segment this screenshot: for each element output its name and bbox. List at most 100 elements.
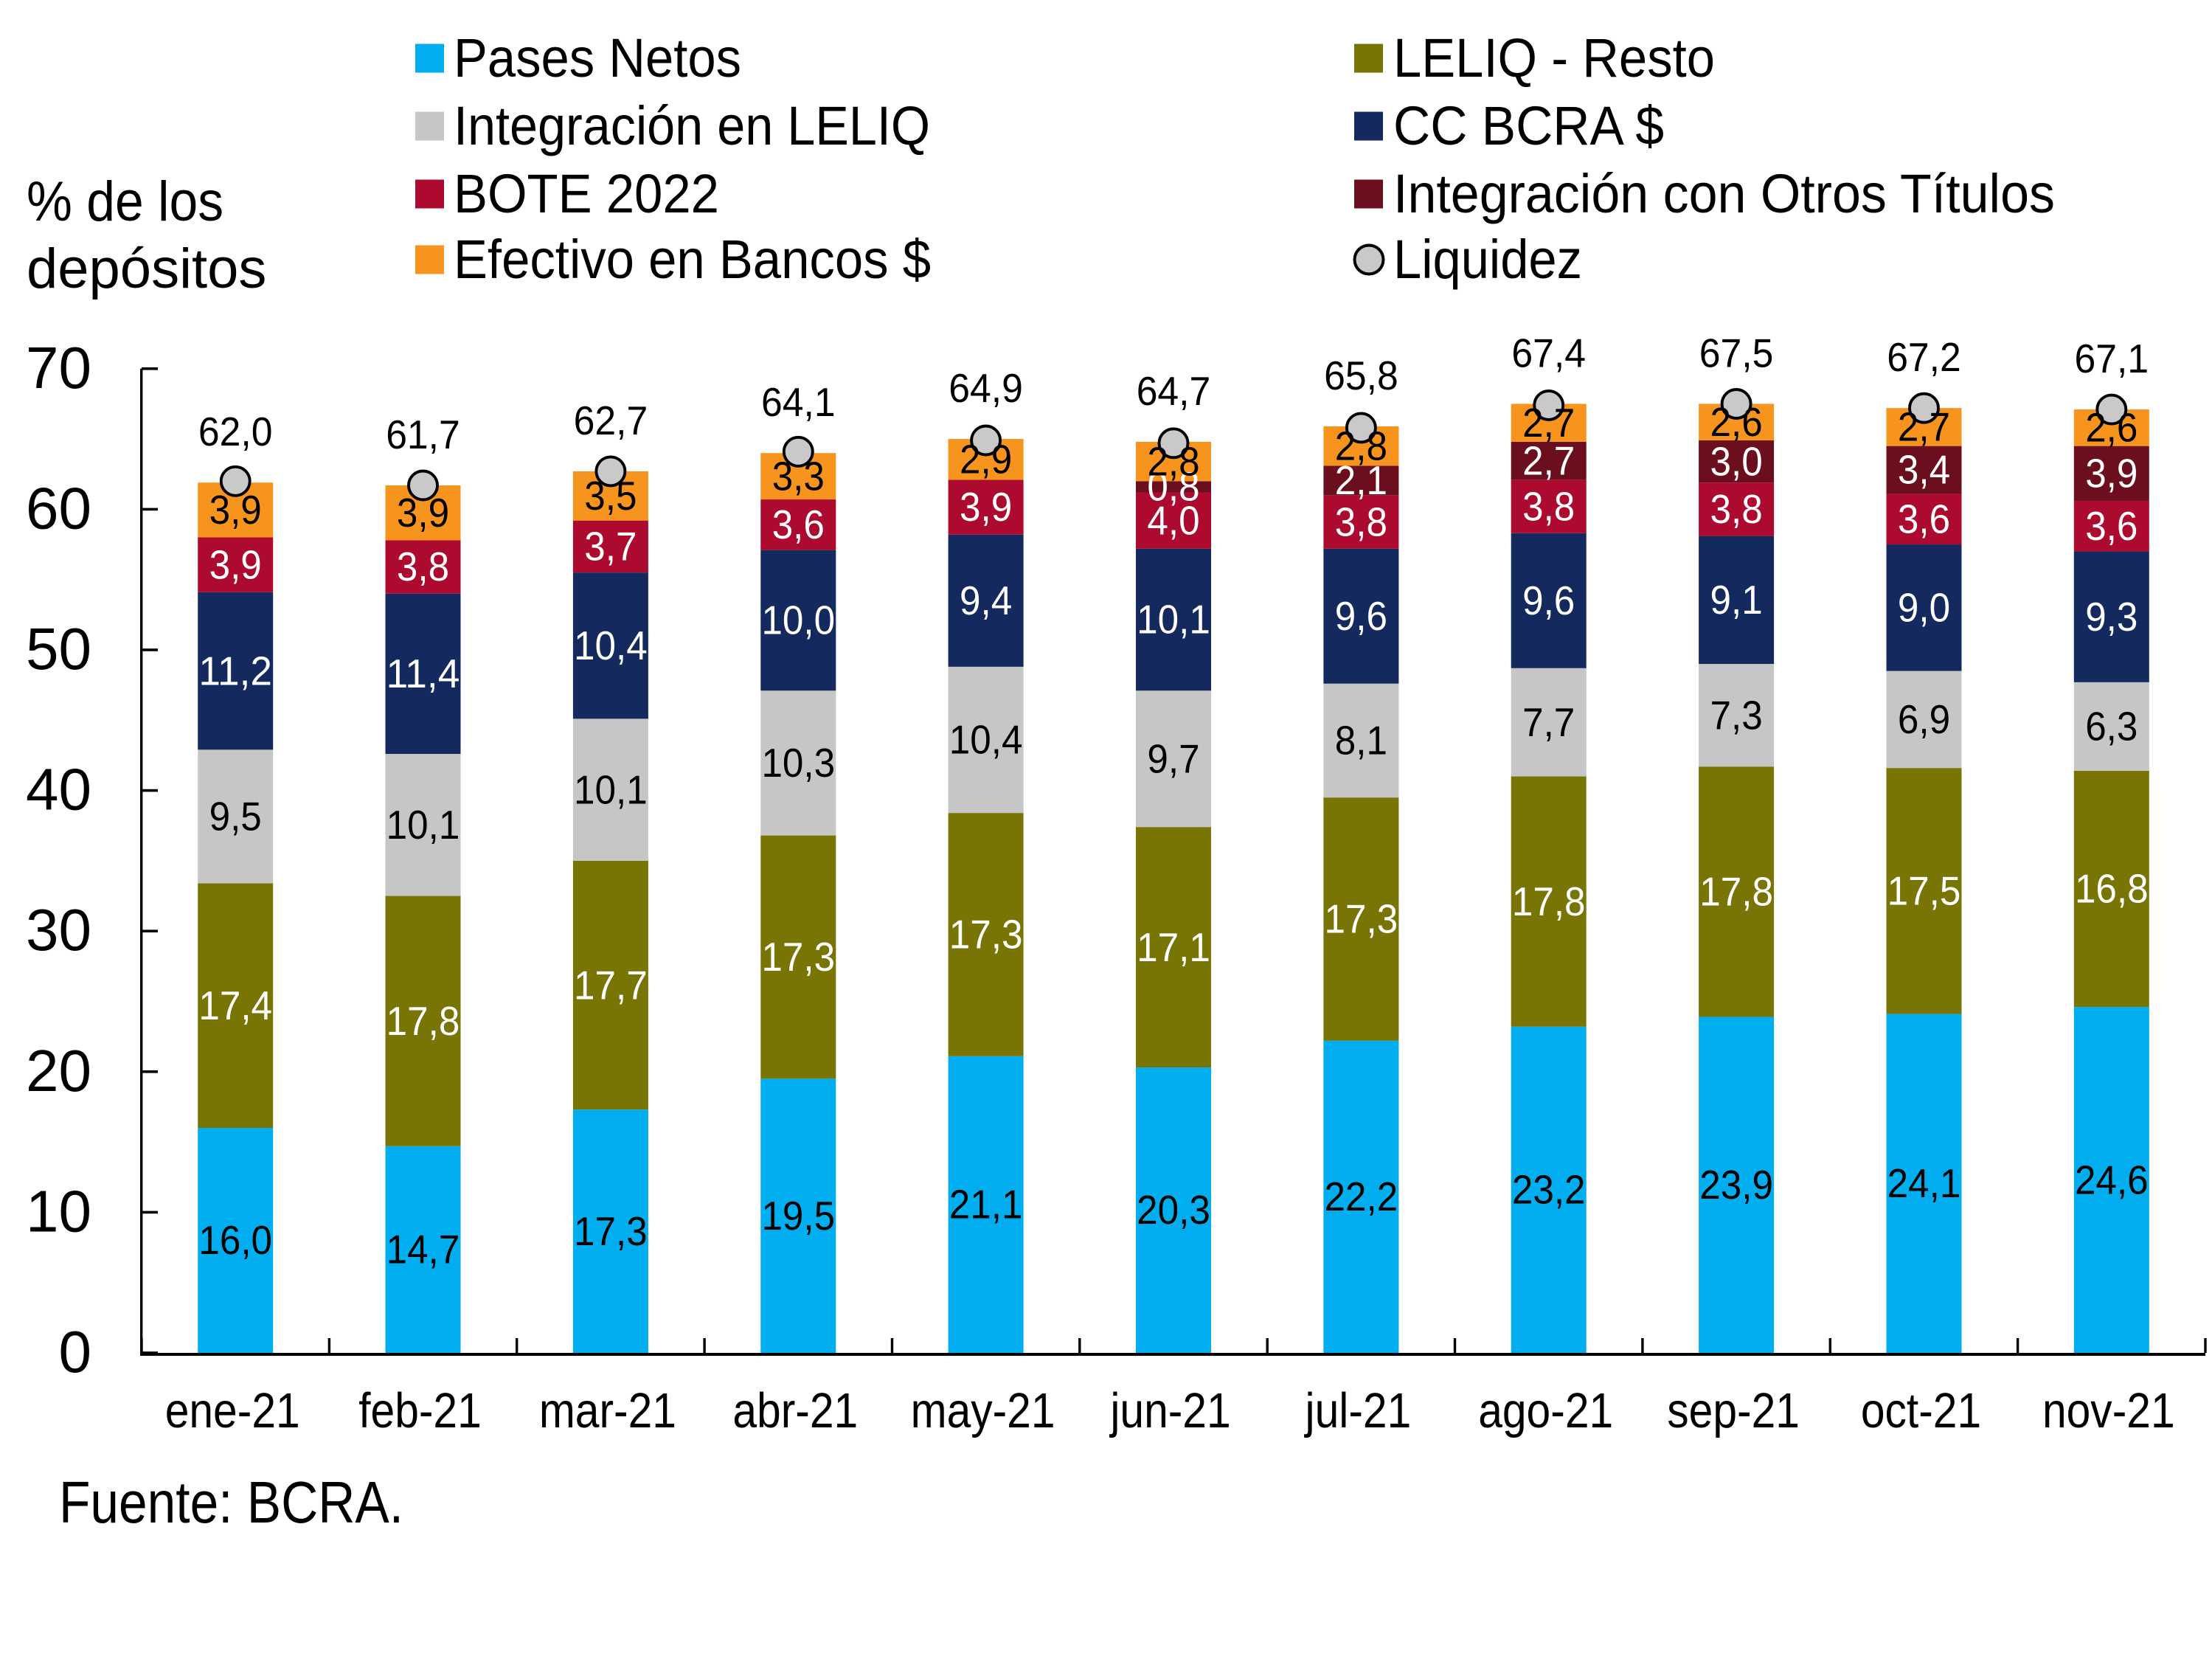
svg-text:17,7: 17,7 <box>574 963 648 1008</box>
svg-text:9,5: 9,5 <box>209 794 262 839</box>
svg-text:2,7: 2,7 <box>1898 405 1950 450</box>
svg-text:64,7: 64,7 <box>1137 368 1211 414</box>
svg-text:17,8: 17,8 <box>1512 879 1586 924</box>
svg-text:14,7: 14,7 <box>386 1227 460 1272</box>
svg-text:9,7: 9,7 <box>1147 736 1199 781</box>
svg-text:62,0: 62,0 <box>198 409 273 454</box>
svg-text:60: 60 <box>26 475 91 541</box>
svg-text:2,7: 2,7 <box>1522 438 1575 483</box>
svg-text:62,7: 62,7 <box>574 398 648 443</box>
svg-text:mar-21: mar-21 <box>539 1383 676 1438</box>
svg-text:9,3: 9,3 <box>2085 595 2138 640</box>
svg-text:sep-21: sep-21 <box>1667 1383 1800 1438</box>
svg-text:10,1: 10,1 <box>386 803 460 848</box>
svg-text:67,5: 67,5 <box>1699 330 1774 376</box>
svg-text:9,6: 9,6 <box>1335 594 1387 639</box>
svg-text:% de los: % de los <box>27 170 223 233</box>
svg-text:24,6: 24,6 <box>2075 1157 2149 1202</box>
svg-text:20,3: 20,3 <box>1137 1188 1210 1233</box>
svg-text:3,4: 3,4 <box>1898 448 1950 493</box>
svg-text:17,3: 17,3 <box>1325 897 1398 942</box>
svg-text:3,6: 3,6 <box>772 502 825 547</box>
svg-text:3,6: 3,6 <box>2085 504 2138 549</box>
svg-text:40: 40 <box>26 757 91 822</box>
svg-text:Integración con Otros Títulos: Integración con Otros Títulos <box>1393 163 2055 224</box>
svg-text:7,7: 7,7 <box>1522 700 1575 745</box>
svg-text:17,8: 17,8 <box>386 999 460 1044</box>
svg-text:17,3: 17,3 <box>761 935 835 980</box>
svg-text:LELIQ - Resto: LELIQ - Resto <box>1393 27 1715 89</box>
svg-text:50: 50 <box>26 616 91 682</box>
svg-text:11,2: 11,2 <box>198 648 272 693</box>
svg-text:Integración en LELIQ: Integración en LELIQ <box>454 95 930 156</box>
svg-text:67,2: 67,2 <box>1887 334 1961 380</box>
svg-text:8,1: 8,1 <box>1335 718 1387 763</box>
svg-text:2,6: 2,6 <box>1710 400 1763 445</box>
svg-text:3,0: 3,0 <box>1710 439 1763 484</box>
svg-text:9,4: 9,4 <box>960 578 1012 623</box>
svg-text:2,6: 2,6 <box>2085 406 2138 451</box>
svg-text:2,8: 2,8 <box>1335 423 1387 468</box>
svg-text:ene-21: ene-21 <box>165 1383 300 1438</box>
svg-text:ago-21: ago-21 <box>1478 1383 1613 1438</box>
svg-text:17,3: 17,3 <box>574 1209 648 1254</box>
svg-text:feb-21: feb-21 <box>358 1383 482 1438</box>
svg-text:64,9: 64,9 <box>949 365 1023 411</box>
svg-text:3,9: 3,9 <box>209 542 262 587</box>
svg-text:7,3: 7,3 <box>1710 693 1763 738</box>
svg-text:10,0: 10,0 <box>761 598 835 643</box>
svg-text:30: 30 <box>26 897 91 963</box>
svg-text:Pases Netos: Pases Netos <box>454 27 741 89</box>
svg-text:21,1: 21,1 <box>949 1182 1023 1227</box>
svg-text:3,8: 3,8 <box>1335 499 1387 544</box>
svg-text:19,5: 19,5 <box>761 1194 835 1239</box>
svg-text:64,1: 64,1 <box>761 379 836 425</box>
svg-text:3,8: 3,8 <box>1522 484 1575 529</box>
svg-text:65,8: 65,8 <box>1324 353 1398 398</box>
svg-text:3,5: 3,5 <box>584 474 637 519</box>
svg-text:6,3: 6,3 <box>2085 704 2138 749</box>
svg-text:67,4: 67,4 <box>1511 330 1586 376</box>
svg-text:jun-21: jun-21 <box>1109 1383 1231 1438</box>
svg-text:0: 0 <box>59 1319 92 1385</box>
svg-text:10,4: 10,4 <box>574 623 648 668</box>
svg-text:16,8: 16,8 <box>2075 867 2149 912</box>
svg-text:17,5: 17,5 <box>1887 869 1961 914</box>
svg-text:9,0: 9,0 <box>1898 586 1950 631</box>
svg-text:9,1: 9,1 <box>1710 578 1763 623</box>
svg-text:17,3: 17,3 <box>949 912 1023 957</box>
svg-text:CC BCRA $: CC BCRA $ <box>1393 95 1664 156</box>
svg-text:10: 10 <box>26 1178 91 1244</box>
svg-text:2,9: 2,9 <box>960 437 1012 482</box>
svg-text:10,3: 10,3 <box>761 741 835 786</box>
svg-text:nov-21: nov-21 <box>2042 1383 2175 1438</box>
svg-text:BOTE 2022: BOTE 2022 <box>454 163 719 224</box>
svg-text:3,8: 3,8 <box>397 544 449 589</box>
svg-text:6,9: 6,9 <box>1898 697 1950 742</box>
svg-text:2,7: 2,7 <box>1522 401 1575 446</box>
svg-text:10,1: 10,1 <box>1137 598 1210 643</box>
svg-text:10,1: 10,1 <box>574 767 648 812</box>
svg-text:2,1: 2,1 <box>1335 458 1387 503</box>
svg-text:3,9: 3,9 <box>2085 451 2138 496</box>
svg-text:jul-21: jul-21 <box>1304 1383 1411 1438</box>
svg-text:16,0: 16,0 <box>198 1218 272 1263</box>
svg-text:2,8: 2,8 <box>1147 439 1199 484</box>
svg-text:24,1: 24,1 <box>1887 1161 1961 1206</box>
svg-text:4,0: 4,0 <box>1147 498 1199 543</box>
svg-text:10,4: 10,4 <box>949 718 1023 763</box>
svg-text:11,4: 11,4 <box>386 651 460 696</box>
svg-text:23,2: 23,2 <box>1512 1168 1586 1213</box>
svg-text:61,7: 61,7 <box>386 412 460 457</box>
svg-text:67,1: 67,1 <box>2075 336 2149 381</box>
svg-text:Fuente: BCRA.: Fuente: BCRA. <box>59 1469 403 1535</box>
svg-text:oct-21: oct-21 <box>1861 1383 1981 1438</box>
svg-text:3,8: 3,8 <box>1710 487 1763 532</box>
svg-text:17,8: 17,8 <box>1699 870 1773 915</box>
svg-text:3,9: 3,9 <box>960 485 1012 530</box>
svg-text:Liquidez: Liquidez <box>1393 229 1582 290</box>
svg-text:may-21: may-21 <box>911 1383 1055 1438</box>
svg-text:0,8: 0,8 <box>1147 465 1199 510</box>
svg-text:23,9: 23,9 <box>1699 1163 1773 1208</box>
svg-text:3,3: 3,3 <box>772 454 825 499</box>
